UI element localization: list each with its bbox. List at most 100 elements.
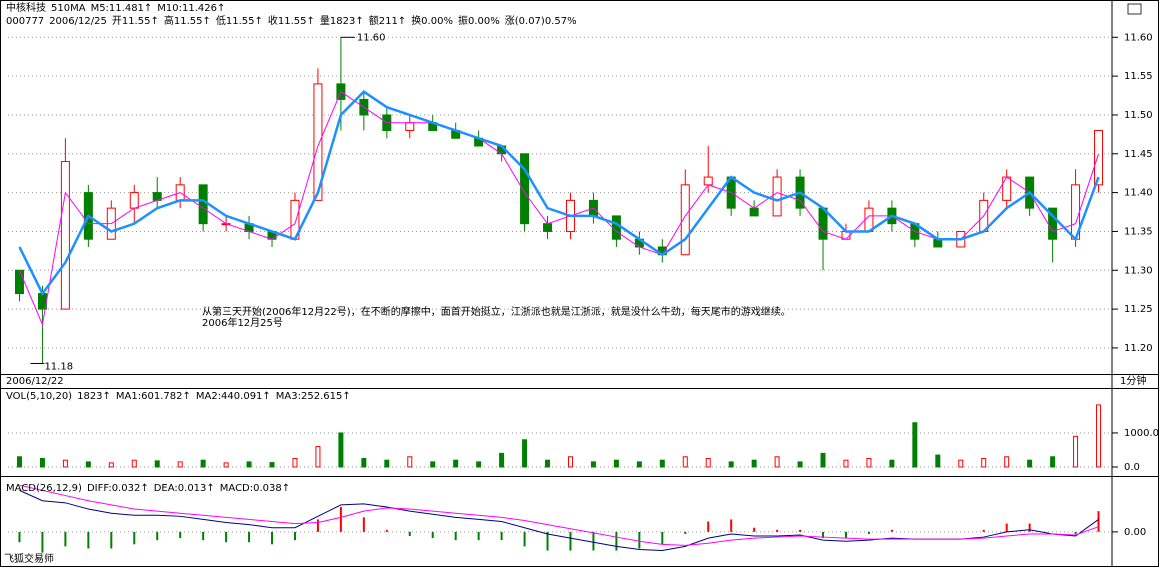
volume-bar xyxy=(1050,456,1056,468)
header-text: 低11.55↑ xyxy=(216,14,263,27)
y-tick-label: 11.20 xyxy=(1124,343,1153,354)
volume-bar xyxy=(590,461,596,468)
y-tick-label: 11.50 xyxy=(1124,110,1153,121)
candle-body xyxy=(14,269,24,295)
candle-body xyxy=(313,83,323,201)
volume-bar xyxy=(62,459,68,468)
high-label: 11.60 xyxy=(357,32,386,43)
volume-bar xyxy=(453,459,459,468)
volume-bar xyxy=(958,459,964,468)
header-text: 开11.55↑ xyxy=(112,16,159,27)
header-text: 000777 xyxy=(6,16,44,27)
header-text: 高11.55↑ xyxy=(164,14,211,27)
period-label: 1分钟 xyxy=(1120,374,1146,387)
header-text: 涨(0.07)0.57% xyxy=(505,15,577,27)
candle-body xyxy=(611,215,621,240)
volume-bar xyxy=(1004,456,1010,468)
header-text: MA1:601.782↑ xyxy=(116,391,191,402)
header-text: 1823↑ xyxy=(77,391,111,402)
volume-bar xyxy=(338,432,344,468)
comment: 2006年12月25号 xyxy=(202,316,283,329)
y-tick-label: 11.35 xyxy=(1124,226,1153,237)
volume-bar xyxy=(682,456,688,468)
candle-body xyxy=(405,122,415,131)
diff-line xyxy=(19,489,1099,552)
volume-bar xyxy=(797,461,803,468)
header-text: M5:11.481↑ xyxy=(91,3,153,14)
volume-bar xyxy=(384,459,390,468)
volume-bar xyxy=(522,439,528,468)
volume-bar xyxy=(935,454,941,468)
volume-bar xyxy=(407,456,413,468)
candle-body xyxy=(864,207,874,232)
candle-body xyxy=(1002,176,1012,201)
volume-bar xyxy=(108,462,114,468)
volume-bar xyxy=(613,459,619,468)
volume-bar xyxy=(705,457,711,468)
header-text: 收11.55↑ xyxy=(268,14,315,27)
volume-bar xyxy=(843,459,849,468)
volume-bar xyxy=(361,457,367,468)
header-text: M10:11.426↑ xyxy=(157,3,225,14)
candle-body xyxy=(543,223,553,232)
candle-body xyxy=(60,161,70,310)
volume-bar xyxy=(177,461,183,468)
header-text: DIFF:0.032↑ xyxy=(87,483,149,494)
ma-line xyxy=(19,90,1099,327)
volume-bar xyxy=(476,461,482,468)
header-text: MA3:252.615↑ xyxy=(276,391,351,402)
volume-bar xyxy=(292,457,298,468)
volume-bar xyxy=(246,461,252,468)
volume-bar xyxy=(85,461,91,468)
date-label: 2006/12/22 xyxy=(6,376,64,387)
comment: 从第三天开始(2006年12月22号)，在不断的摩擦中，面首开始挺立，江浙派也就… xyxy=(202,305,791,318)
header-text: 量1823↑ xyxy=(320,15,364,27)
volume-bar xyxy=(751,459,757,468)
candle-body xyxy=(1094,129,1104,186)
header-text: 2006/12/25 xyxy=(49,16,107,27)
volume-bar xyxy=(659,459,665,468)
volume-bar xyxy=(774,456,780,468)
header-text: VOL(5,10,20) xyxy=(6,391,72,402)
header-text: 振0.00% xyxy=(458,14,500,27)
header-text: MACD(26,12,9) xyxy=(6,483,82,494)
volume-bar xyxy=(200,459,206,468)
volume-bar xyxy=(912,422,918,468)
volume-bar xyxy=(430,461,436,468)
dea-line xyxy=(19,484,1099,546)
volume-bar xyxy=(820,452,826,468)
volume-bar xyxy=(1027,459,1033,468)
low-label: 11.18 xyxy=(44,361,73,372)
volume-bar xyxy=(567,456,573,468)
y-tick-label: 11.40 xyxy=(1124,188,1153,199)
y-tick-label: 11.55 xyxy=(1124,71,1153,82)
candle-body xyxy=(749,207,759,217)
candle-body xyxy=(1048,207,1058,240)
y-tick-label: 0.00 xyxy=(1124,527,1146,538)
volume-bar xyxy=(889,459,895,468)
volume-bar xyxy=(728,461,734,468)
volume-bar xyxy=(223,462,229,468)
window-icon[interactable] xyxy=(1127,3,1142,15)
volume-bar xyxy=(866,457,872,468)
header-text: 510MA xyxy=(51,3,86,14)
candle-body xyxy=(680,184,690,256)
volume-bar xyxy=(636,461,642,468)
header-text: DEA:0.013↑ xyxy=(154,483,215,494)
candle-body xyxy=(772,176,782,217)
y-tick-label: 11.30 xyxy=(1124,265,1153,276)
candle-body xyxy=(129,192,139,209)
volume-bar xyxy=(499,452,505,468)
volume-bar xyxy=(315,446,321,468)
volume-bar xyxy=(1096,404,1102,468)
volume-bar xyxy=(1073,435,1079,468)
candle-body xyxy=(520,153,530,225)
volume-bar xyxy=(269,462,275,468)
volume-bar xyxy=(154,460,160,468)
y-tick-label: 1000.0 xyxy=(1124,428,1159,439)
brand: 飞狐交易师 xyxy=(4,552,54,565)
y-tick-label: 0.0 xyxy=(1124,462,1140,473)
volume-bar xyxy=(981,457,987,468)
